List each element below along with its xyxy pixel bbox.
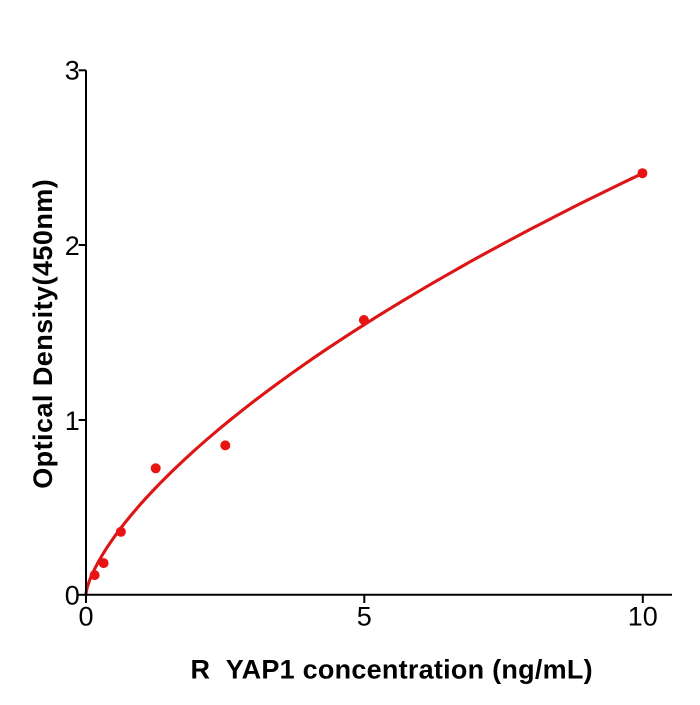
svg-text:0: 0 — [65, 581, 80, 611]
svg-text:3: 3 — [65, 56, 80, 86]
svg-text:5: 5 — [357, 602, 372, 632]
svg-text:0: 0 — [78, 602, 93, 632]
svg-text:10: 10 — [628, 602, 658, 632]
svg-text:Optical Density(450nm): Optical Density(450nm) — [28, 179, 58, 489]
svg-text:2: 2 — [65, 231, 80, 261]
svg-text:R YAP1 concentration (ng/mL): R YAP1 concentration (ng/mL) — [191, 654, 593, 684]
svg-text:1: 1 — [65, 406, 80, 436]
